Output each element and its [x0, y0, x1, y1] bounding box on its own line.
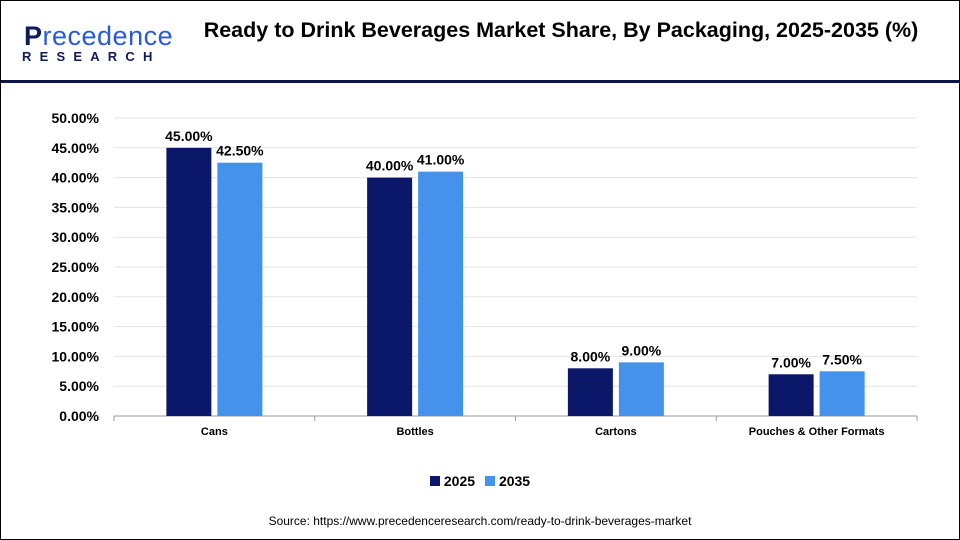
legend-label: 2025: [443, 473, 476, 489]
data-label: 42.50%: [216, 143, 264, 159]
legend-swatch: [429, 476, 440, 486]
x-tick-label: Cans: [201, 426, 228, 438]
data-label: 8.00%: [571, 348, 611, 364]
bar-2035: [418, 171, 464, 416]
bar-2025: [367, 177, 413, 416]
data-label: 41.00%: [417, 152, 465, 168]
y-tick-label: 35.00%: [52, 199, 100, 215]
precedence-research-logo: Precedence RESEARCH: [18, 19, 173, 64]
data-label: 7.50%: [822, 351, 862, 367]
source-note: Source: https://www.precedenceresearch.c…: [268, 514, 692, 528]
bar-chart: 0.00% 5.00% 10.00% 15.00% 20.00% 25.00% 30.00%…: [52, 110, 918, 438]
x-tick-label: Bottles: [396, 426, 433, 438]
legend-swatch: [484, 476, 495, 486]
data-label: 40.00%: [366, 158, 414, 174]
bar-2035: [819, 371, 865, 416]
bar-2035: [618, 362, 664, 416]
header-divider: [1, 80, 959, 83]
y-tick-label: 30.00%: [52, 229, 100, 245]
logo-line1: Precedence: [24, 21, 174, 51]
bar-2025: [768, 374, 814, 416]
y-tick-label: 0.00%: [59, 408, 99, 424]
bar-2025: [166, 147, 212, 417]
y-tick-label: 10.00%: [52, 348, 100, 364]
data-label: 7.00%: [771, 354, 811, 370]
y-tick-label: 5.00%: [59, 378, 99, 394]
logo-line2: RESEARCH: [22, 49, 161, 64]
y-tick-label: 25.00%: [52, 259, 100, 275]
legend-label: 2035: [498, 473, 531, 489]
y-tick-label: 15.00%: [52, 319, 100, 335]
bar-2035: [217, 162, 263, 416]
legend: 2025 2035: [1, 473, 959, 489]
bar-2025: [567, 368, 613, 416]
y-tick-label: 20.00%: [52, 289, 100, 305]
chart-title: Ready to Drink Beverages Market Share, B…: [203, 18, 919, 42]
data-label: 9.00%: [622, 342, 662, 358]
legend-item-2035: 2035: [484, 473, 531, 489]
y-tick-label: 45.00%: [52, 140, 100, 156]
x-tick-label: Cartons: [595, 426, 637, 438]
data-label: 45.00%: [165, 128, 213, 144]
y-tick-label: 50.00%: [52, 110, 100, 126]
x-tick-label: Pouches & Other Formats: [749, 426, 885, 438]
y-tick-label: 40.00%: [52, 170, 100, 186]
legend-item-2025: 2025: [429, 473, 476, 489]
